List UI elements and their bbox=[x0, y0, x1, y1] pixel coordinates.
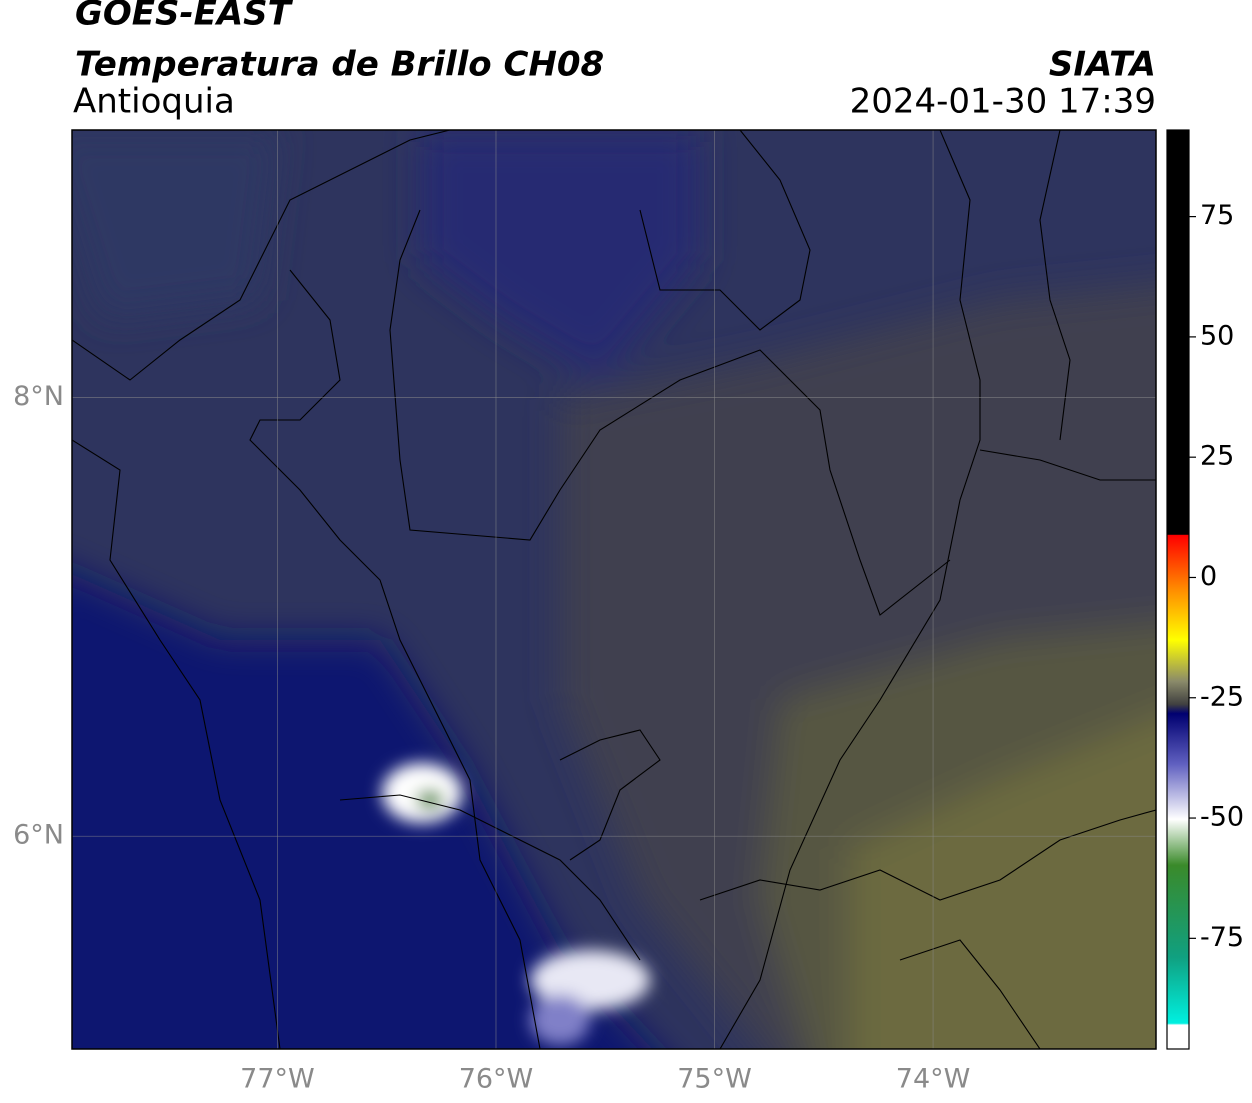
agency-title: SIATA bbox=[1049, 45, 1156, 85]
lat-label: 8°N bbox=[13, 381, 64, 412]
colorbar bbox=[1166, 129, 1190, 1050]
colorbar-tick-label: 25 bbox=[1200, 441, 1234, 472]
satellite-title: GOES-EAST bbox=[75, 0, 294, 34]
map-image bbox=[72, 130, 1156, 1049]
lon-label: 76°W bbox=[459, 1064, 534, 1095]
region-title: Antioquia bbox=[73, 82, 235, 122]
colorbar-tick-label: 0 bbox=[1200, 561, 1217, 592]
datetime: 2024-01-30 17:39 bbox=[850, 82, 1156, 122]
product-title: Temperatura de Brillo CH08 bbox=[75, 45, 604, 85]
lon-label: 75°W bbox=[677, 1064, 752, 1095]
colorbar-tick-label: -25 bbox=[1200, 681, 1244, 712]
colorbar-tick-label: 75 bbox=[1200, 200, 1234, 231]
graticule bbox=[72, 130, 1156, 1049]
lat-label: 6°N bbox=[13, 820, 64, 851]
lon-label: 74°W bbox=[896, 1064, 971, 1095]
colorbar-tick-label: -75 bbox=[1200, 922, 1244, 953]
colorbar-tick-label: 50 bbox=[1200, 320, 1234, 351]
colorbar-tick-label: -50 bbox=[1200, 802, 1244, 833]
map-frame bbox=[71, 129, 1157, 1050]
lon-label: 77°W bbox=[240, 1064, 315, 1095]
